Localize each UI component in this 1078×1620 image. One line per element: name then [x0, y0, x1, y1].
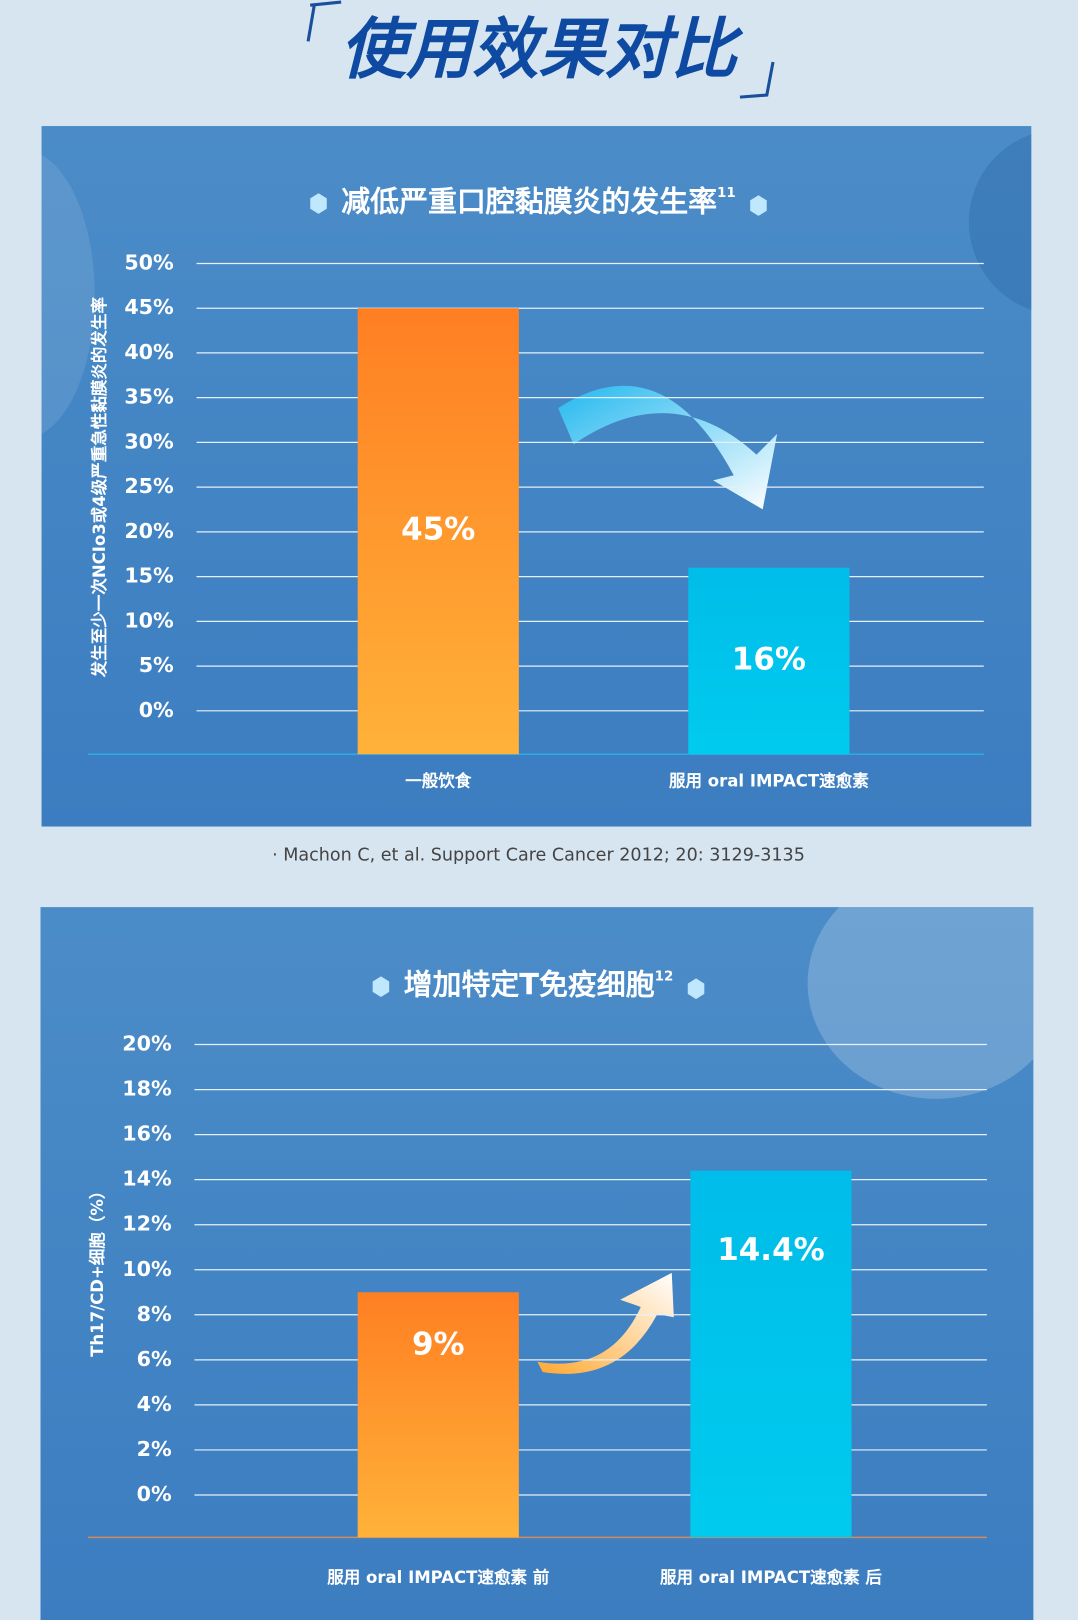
y-tick-label: 0% [137, 1482, 172, 1506]
y-tick-label: 6% [137, 1347, 172, 1371]
icon [372, 976, 390, 998]
y-tick-label: 25% [124, 474, 174, 498]
panel [40, 907, 1034, 1620]
icon [310, 193, 327, 214]
value-label: 16% [732, 641, 806, 677]
bar [357, 308, 519, 755]
y-tick-label: 5% [139, 653, 174, 677]
decor-circle [41, 154, 95, 434]
y-tick-label: 8% [137, 1302, 172, 1326]
value-label: 9% [412, 1327, 465, 1363]
title-ref: 12 [655, 969, 674, 984]
decor-circle [968, 134, 1032, 310]
x-tick-label: 服用 oral IMPACT速愈素 [669, 771, 869, 791]
bar [690, 1170, 852, 1538]
decor-circle [807, 907, 1034, 1099]
y-axis-label: 发生至少一次NCIo3或4级严重急性黏膜炎的发生率 [89, 297, 109, 678]
y-tick-label: 10% [122, 1257, 172, 1281]
chart-title: 减低严重口腔黏膜炎的发生率11 [341, 185, 735, 219]
title-ref: 11 [717, 186, 736, 201]
arrow [537, 1272, 674, 1374]
value-label: 14.4% [717, 1232, 825, 1268]
page-title: 使用效果对比 [340, 11, 744, 88]
bracket [306, 0, 342, 42]
y-tick-label: 35% [124, 385, 174, 409]
bracket [739, 61, 775, 99]
y-tick-label: 10% [124, 608, 174, 632]
y-tick-label: 2% [137, 1437, 172, 1461]
icon [687, 978, 705, 1000]
y-tick-label: 15% [124, 564, 174, 588]
y-tick-label: 45% [124, 295, 174, 319]
y-tick-label: 0% [139, 698, 174, 722]
y-axis-label: Th17/CD+细胞（%） [87, 1183, 107, 1357]
y-tick-label: 40% [124, 340, 174, 364]
x-tick-label: 一般饮食 [405, 771, 472, 791]
chart-title: 增加特定T免疫细胞12 [404, 968, 674, 1002]
icon [750, 195, 767, 216]
y-tick-label: 18% [122, 1077, 172, 1101]
y-tick-label: 12% [122, 1212, 172, 1236]
x-tick-label: 服用 oral IMPACT速愈素 前 [327, 1567, 549, 1587]
charts: 减低严重口腔黏膜炎的发生率11 发生至少一次NCIo3或4级严重急性黏膜炎的发生率… [87, 185, 987, 1587]
bar [688, 567, 850, 755]
chart-title-text: 增加特定T免疫细胞 [404, 968, 655, 1002]
value-label: 45% [401, 512, 475, 548]
arrow [558, 385, 778, 510]
citation: · Machon C, et al. Support Care Cancer 2… [272, 845, 805, 865]
y-tick-label: 20% [124, 519, 174, 543]
y-tick-label: 30% [124, 429, 174, 453]
panel [41, 126, 1032, 827]
y-tick-label: 4% [137, 1392, 172, 1416]
chart-title-text: 减低严重口腔黏膜炎的发生率 [341, 185, 717, 219]
y-tick-label: 50% [124, 250, 174, 274]
x-tick-label: 服用 oral IMPACT速愈素 后 [660, 1567, 882, 1587]
y-tick-label: 14% [122, 1167, 172, 1191]
bar [357, 1292, 519, 1538]
y-tick-label: 20% [122, 1032, 172, 1056]
y-tick-label: 16% [122, 1122, 172, 1146]
